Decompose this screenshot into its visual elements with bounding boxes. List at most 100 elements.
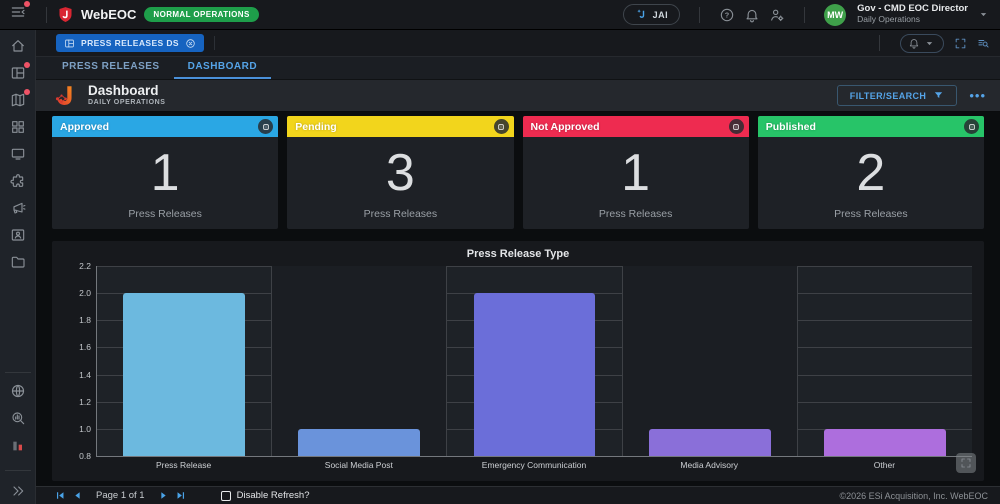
card-header: Not Approved <box>522 116 749 137</box>
card-value: 2 <box>856 143 886 202</box>
jai-button[interactable]: JAI <box>622 4 681 25</box>
last-page-button[interactable] <box>174 489 187 502</box>
sidebar-tool-bar-chart[interactable] <box>6 437 30 453</box>
sidebar-item-apps[interactable] <box>6 119 30 135</box>
bell-icon <box>908 37 920 49</box>
card-unit: Press Releases <box>128 208 202 220</box>
chart-panel: Press Release Type 0.8 1.0 1.2 1.4 1.6 1.8 2.0… <box>52 241 984 481</box>
board-chip-bar: PRESS RELEASES DS <box>36 30 1000 57</box>
user-info[interactable]: Gov - CMD EOC Director Daily Operations <box>857 3 968 25</box>
bar-chart-icon <box>10 437 26 453</box>
sidebar-tools <box>0 366 35 499</box>
megaphone-icon <box>10 200 26 216</box>
gridline <box>97 266 972 267</box>
notifications-filter-button[interactable] <box>900 33 944 53</box>
page-title: Dashboard <box>88 83 159 99</box>
card-popout-button[interactable] <box>258 119 274 134</box>
category-band <box>97 266 273 456</box>
divider <box>4 470 31 471</box>
filter-search-button[interactable]: FILTER/SEARCH <box>836 85 958 106</box>
user-settings-icon[interactable] <box>769 7 785 23</box>
popout-icon <box>967 122 977 132</box>
disable-refresh-label: Disable Refresh? <box>236 490 310 501</box>
first-page-button[interactable] <box>54 489 67 502</box>
home-icon <box>10 38 26 54</box>
card-value: 3 <box>385 143 415 202</box>
dashboard-logo-icon <box>54 84 78 108</box>
sidebar-item-home[interactable] <box>6 38 30 54</box>
help-icon[interactable]: ? <box>719 7 735 23</box>
sidebar-item-maps[interactable] <box>6 89 30 108</box>
stat-card-pending: Pending 3 Press Releases <box>287 116 514 229</box>
plugin-icon <box>9 173 26 189</box>
menu-icon <box>10 4 26 20</box>
card-header: Pending <box>287 116 514 137</box>
disable-refresh-control[interactable]: Disable Refresh? <box>220 490 310 501</box>
next-page-button[interactable] <box>157 489 170 502</box>
copyright-text: ©2026 ESi Acquisition, Inc. WebEOC <box>839 490 988 501</box>
category-band <box>798 266 972 456</box>
monitor-icon <box>10 146 26 162</box>
y-axis-tick: 2.0 <box>79 288 91 299</box>
sidebar-item-contacts[interactable] <box>6 227 30 243</box>
sidebar-item-megaphone[interactable] <box>6 200 30 216</box>
caret-down-icon <box>923 37 936 50</box>
bar-press-release[interactable] <box>123 293 246 456</box>
chart-expand-button[interactable] <box>956 453 976 473</box>
tab-dashboard[interactable]: DASHBOARD <box>173 56 272 79</box>
notifications-bell-icon[interactable] <box>744 7 760 23</box>
bar-media-advisory[interactable] <box>648 428 771 456</box>
brand-name: WebEOC <box>81 7 137 22</box>
popout-icon <box>731 122 741 132</box>
dashboard-header: Dashboard DAILY OPERATIONS FILTER/SEARCH… <box>36 80 1000 112</box>
fullscreen-icon[interactable] <box>954 37 967 50</box>
expand-icon <box>960 457 972 469</box>
card-label: Published <box>765 120 816 133</box>
menu-notification-dot <box>24 1 30 7</box>
close-chip-icon[interactable] <box>185 38 196 49</box>
topbar-actions: JAI ? MW Gov - CMD EOC Director Daily Op… <box>622 3 990 26</box>
popout-icon <box>496 122 506 132</box>
globe-icon <box>10 383 26 399</box>
card-body: 2 Press Releases <box>757 137 984 229</box>
card-unit: Press Releases <box>598 208 673 220</box>
tab-press-releases[interactable]: PRESS RELEASES <box>62 61 160 72</box>
expand-sidebar-icon[interactable] <box>10 483 26 499</box>
card-popout-button[interactable] <box>728 119 744 134</box>
sidebar-item-monitor[interactable] <box>6 146 30 162</box>
avatar[interactable]: MW <box>824 3 847 26</box>
chart-bands <box>97 266 972 456</box>
divider <box>46 6 47 23</box>
dashboard-body: Approved 1 Press Releases Pending 3 Press Rel… <box>36 112 1000 486</box>
card-unit: Press Releases <box>834 208 908 220</box>
press-releases-ds-chip[interactable]: PRESS RELEASES DS <box>56 34 204 52</box>
bar-other[interactable] <box>823 428 946 456</box>
chevron-down-icon[interactable] <box>977 8 990 21</box>
filter-funnel-icon <box>933 90 944 101</box>
collapse-menu-button[interactable] <box>10 1 30 25</box>
more-options-icon[interactable]: ••• <box>969 87 986 103</box>
y-axis-tick: 1.0 <box>79 423 91 434</box>
card-popout-button[interactable] <box>493 119 509 134</box>
card-popout-button[interactable] <box>964 119 979 134</box>
top-bar: WebEOC NORMAL OPERATIONS JAI ? MW Gov - … <box>0 0 1000 30</box>
sidebar-item-plugin[interactable] <box>6 173 30 189</box>
card-body: 3 Press Releases <box>287 137 514 229</box>
board-search-icon[interactable] <box>977 37 990 50</box>
x-axis-label: Press Release <box>155 460 212 470</box>
sidebar-item-boards[interactable] <box>6 62 30 81</box>
disable-refresh-checkbox[interactable] <box>220 490 231 501</box>
previous-page-button[interactable] <box>71 489 84 502</box>
card-body: 1 Press Releases <box>522 137 749 229</box>
bar-emergency-communication[interactable] <box>473 293 596 456</box>
sidebar-tool-globe[interactable] <box>6 383 30 399</box>
bar-social-media-post[interactable] <box>298 428 421 456</box>
y-axis-tick: 1.8 <box>79 315 91 326</box>
card-label: Approved <box>60 120 110 133</box>
card-unit: Press Releases <box>363 208 438 220</box>
sidebar-tool-chart-search[interactable] <box>6 410 30 426</box>
status-badge: NORMAL OPERATIONS <box>144 7 259 22</box>
sidebar-item-folder[interactable] <box>6 254 30 270</box>
stat-card-published: Published 2 Press Releases <box>757 116 984 229</box>
apps-icon <box>10 119 26 135</box>
